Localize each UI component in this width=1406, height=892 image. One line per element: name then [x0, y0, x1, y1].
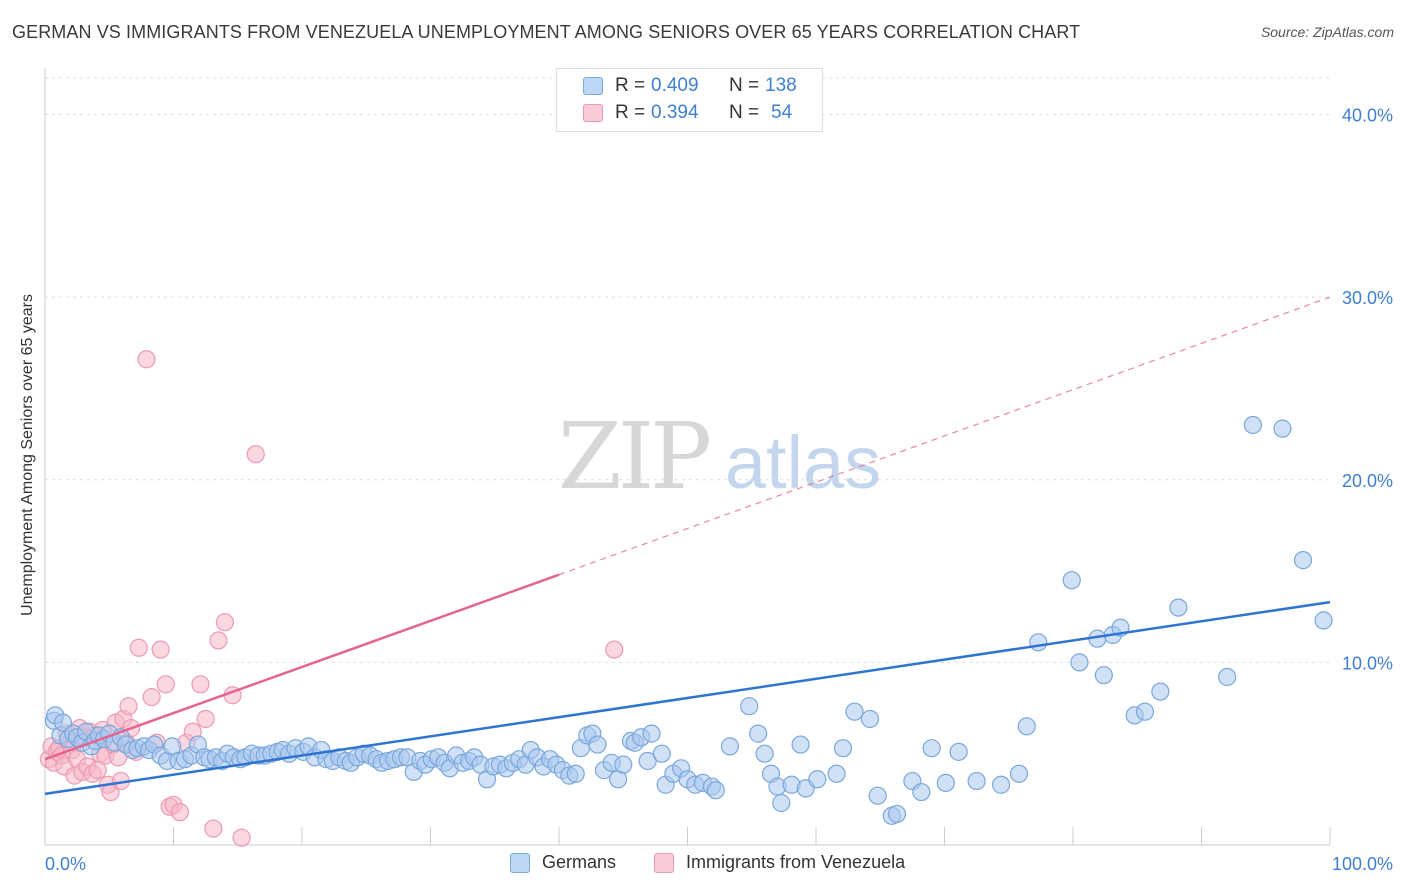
german-point — [642, 724, 661, 743]
german-point — [1017, 717, 1036, 736]
trendlines — [44, 296, 1331, 796]
legend-swatch-venezuela — [583, 104, 603, 122]
german-point — [614, 755, 633, 774]
german-point — [588, 735, 607, 754]
german-point — [1218, 667, 1237, 687]
venezuela-point — [204, 819, 223, 838]
venezuela-point — [605, 640, 624, 659]
venezuela-point — [209, 631, 228, 650]
venezuela-point — [119, 697, 138, 716]
bottom-legend-swatch-venezuela — [654, 853, 674, 873]
german-point — [887, 804, 907, 824]
german-point — [949, 742, 968, 761]
venezuela-trendline-extension — [558, 296, 1331, 576]
german-point — [566, 764, 585, 783]
german-trendline — [44, 600, 1331, 796]
legend-r-value-venezuela: 0.394 — [651, 102, 699, 123]
venezuela-point — [156, 675, 175, 694]
y-tick-label: 30.0% — [1342, 288, 1393, 308]
german-point — [638, 751, 657, 771]
german-point — [1135, 702, 1155, 721]
german-point — [1062, 571, 1081, 590]
german-point — [749, 724, 768, 743]
venezuela-point — [196, 709, 215, 729]
german-point — [1314, 611, 1333, 630]
chart-title: GERMAN VS IMMIGRANTS FROM VENEZUELA UNEM… — [12, 22, 1081, 42]
x-tick-label-max: 100.0% — [1332, 854, 1393, 874]
german-point — [860, 709, 880, 729]
bottom-legend-label-germans: Germans — [542, 852, 617, 872]
axes — [44, 68, 1331, 846]
legend-n-label: N = — [729, 75, 760, 96]
german-point — [1293, 551, 1313, 570]
german-point — [1029, 633, 1048, 652]
german-point — [808, 770, 827, 789]
german-point — [868, 786, 887, 805]
german-point — [1151, 682, 1170, 701]
venezuela-point — [170, 803, 190, 822]
legend-r-label: R = — [615, 102, 646, 123]
german-point — [1094, 666, 1113, 685]
german-point — [720, 737, 740, 756]
german-point — [922, 739, 941, 758]
venezuela-point — [151, 640, 170, 659]
german-point — [967, 771, 986, 791]
y-tick-label: 10.0% — [1342, 653, 1393, 673]
german-point — [1070, 653, 1089, 672]
legend-swatch-germans — [583, 77, 603, 95]
german-point — [772, 793, 791, 813]
venezuela-point — [215, 613, 234, 632]
german-point — [833, 739, 853, 758]
legend-n-value-germans: 138 — [765, 75, 797, 96]
venezuela-point — [129, 638, 148, 657]
german-point — [740, 697, 759, 716]
german-point — [791, 735, 810, 754]
venezuela-point — [246, 445, 265, 464]
venezuela-point — [232, 828, 251, 847]
gridlines — [45, 77, 1330, 663]
venezuela-point — [142, 687, 161, 707]
x-tick-label-min: 0.0% — [45, 854, 86, 874]
german-point — [1169, 598, 1188, 617]
watermark-atlas: atlas — [725, 421, 881, 504]
legend-r-value-germans: 0.409 — [651, 75, 699, 96]
source-label: Source: ZipAtlas.com — [1260, 24, 1394, 40]
german-point — [755, 744, 774, 763]
y-axis-label: Unemployment Among Seniors over 65 years — [19, 294, 36, 616]
legend: R = 0.409 N = 138 R = 0.394 N = 54 — [556, 68, 823, 132]
tick-labels: 10.0% 20.0% 30.0% 40.0% 0.0% 100.0% — [45, 106, 1393, 874]
venezuela-trendline — [44, 573, 560, 761]
watermark: ZIP atlas — [558, 403, 881, 510]
y-tick-label: 40.0% — [1342, 106, 1393, 126]
watermark-zip: ZIP — [558, 403, 709, 510]
venezuela-point — [191, 675, 210, 694]
german-point — [652, 744, 671, 763]
german-point — [1273, 419, 1292, 438]
german-point — [845, 702, 864, 721]
german-point — [1009, 764, 1029, 783]
venezuela-point — [137, 350, 156, 369]
german-point — [706, 781, 725, 800]
german-point — [991, 775, 1011, 794]
legend-n-value-venezuela: 54 — [771, 102, 793, 123]
bottom-legend-label-venezuela: Immigrants from Venezuela — [686, 852, 906, 872]
german-point — [912, 782, 931, 802]
german-point — [936, 773, 955, 793]
venezuela-points — [39, 350, 624, 847]
y-tick-label: 20.0% — [1342, 471, 1393, 491]
german-point — [827, 764, 846, 783]
bottom-legend-swatch-germans — [510, 853, 530, 873]
legend-r-label: R = — [615, 75, 646, 96]
german-point — [1243, 415, 1263, 435]
legend-n-label: N = — [729, 102, 760, 123]
